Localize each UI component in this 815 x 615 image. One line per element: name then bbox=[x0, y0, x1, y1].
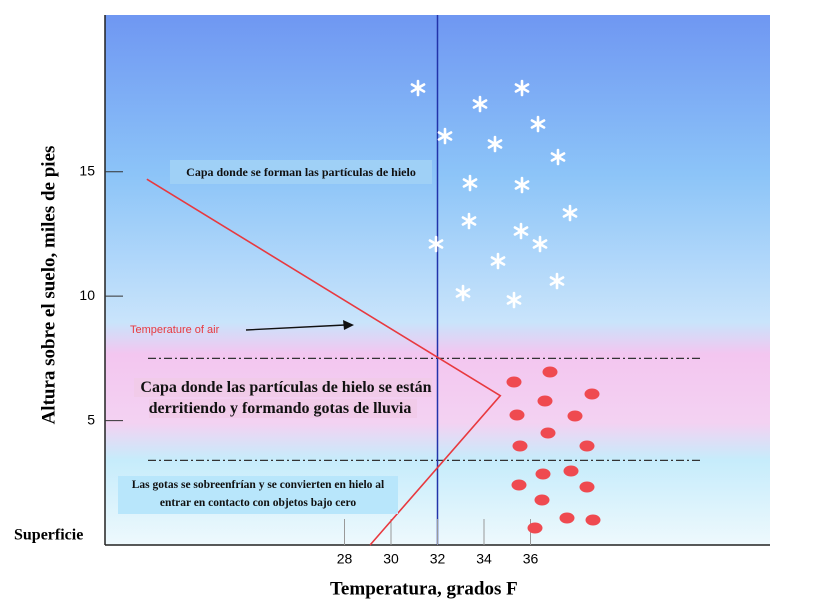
snowflake bbox=[410, 83, 426, 93]
raindrop bbox=[537, 395, 553, 407]
x-tick-label: 32 bbox=[430, 551, 446, 567]
raindrop bbox=[506, 376, 522, 388]
y-tick-label: 5 bbox=[87, 411, 95, 427]
annotation: Las gotas se sobreenfrían y se convierte… bbox=[118, 476, 398, 514]
snowflake bbox=[472, 99, 488, 109]
raindrop bbox=[559, 512, 575, 524]
series-label-arrowhead bbox=[343, 320, 354, 330]
raindrop bbox=[535, 468, 551, 480]
snowflake bbox=[550, 152, 566, 162]
snowflake bbox=[514, 83, 530, 93]
raindrop bbox=[567, 410, 583, 422]
raindrop bbox=[509, 409, 525, 421]
snowflake bbox=[549, 276, 565, 286]
annotation: Capa donde se forman las partículas de h… bbox=[170, 160, 432, 184]
snowflake bbox=[487, 139, 503, 149]
snowflake bbox=[461, 216, 477, 226]
x-tick-label: 34 bbox=[476, 551, 492, 567]
snowflake bbox=[437, 131, 453, 141]
snowflake bbox=[532, 239, 548, 249]
annotation: Capa donde las partículas de hielo se es… bbox=[118, 375, 448, 435]
raindrop bbox=[540, 427, 556, 439]
raindrop bbox=[585, 514, 601, 526]
raindrop bbox=[534, 494, 550, 506]
raindrop bbox=[511, 479, 527, 491]
y-tick-label: 15 bbox=[79, 162, 95, 178]
snowflake bbox=[562, 208, 578, 218]
snowflake bbox=[514, 180, 530, 190]
raindrop bbox=[563, 465, 579, 477]
x-tick-label: 30 bbox=[383, 551, 399, 567]
raindrop bbox=[579, 481, 595, 493]
raindrop bbox=[579, 440, 595, 452]
snowflake bbox=[530, 119, 546, 129]
raindrop bbox=[512, 440, 528, 452]
x-tick-label: 28 bbox=[337, 551, 353, 567]
snowflake bbox=[455, 288, 471, 298]
series-label-arrow bbox=[245, 324, 346, 331]
snowflake bbox=[462, 178, 478, 188]
x-axis-label: Temperatura, grados F bbox=[330, 578, 518, 599]
raindrop bbox=[527, 522, 543, 534]
raindrop bbox=[542, 366, 558, 378]
surface-label: Superficie bbox=[14, 527, 83, 544]
temperature-line bbox=[146, 178, 502, 546]
snowflake bbox=[513, 226, 529, 236]
series-label: Temperature of air bbox=[130, 324, 220, 336]
annotation-text: Capa donde las partículas de hielo se es… bbox=[134, 378, 432, 418]
y-axis-label: Altura sobre el suelo, miles de pies bbox=[38, 146, 59, 425]
raindrop bbox=[584, 388, 600, 400]
x-tick-label: 36 bbox=[523, 551, 539, 567]
snowflake bbox=[428, 239, 444, 249]
snowflake bbox=[506, 295, 522, 305]
snowflake bbox=[490, 256, 506, 266]
y-tick-label: 10 bbox=[79, 287, 95, 303]
